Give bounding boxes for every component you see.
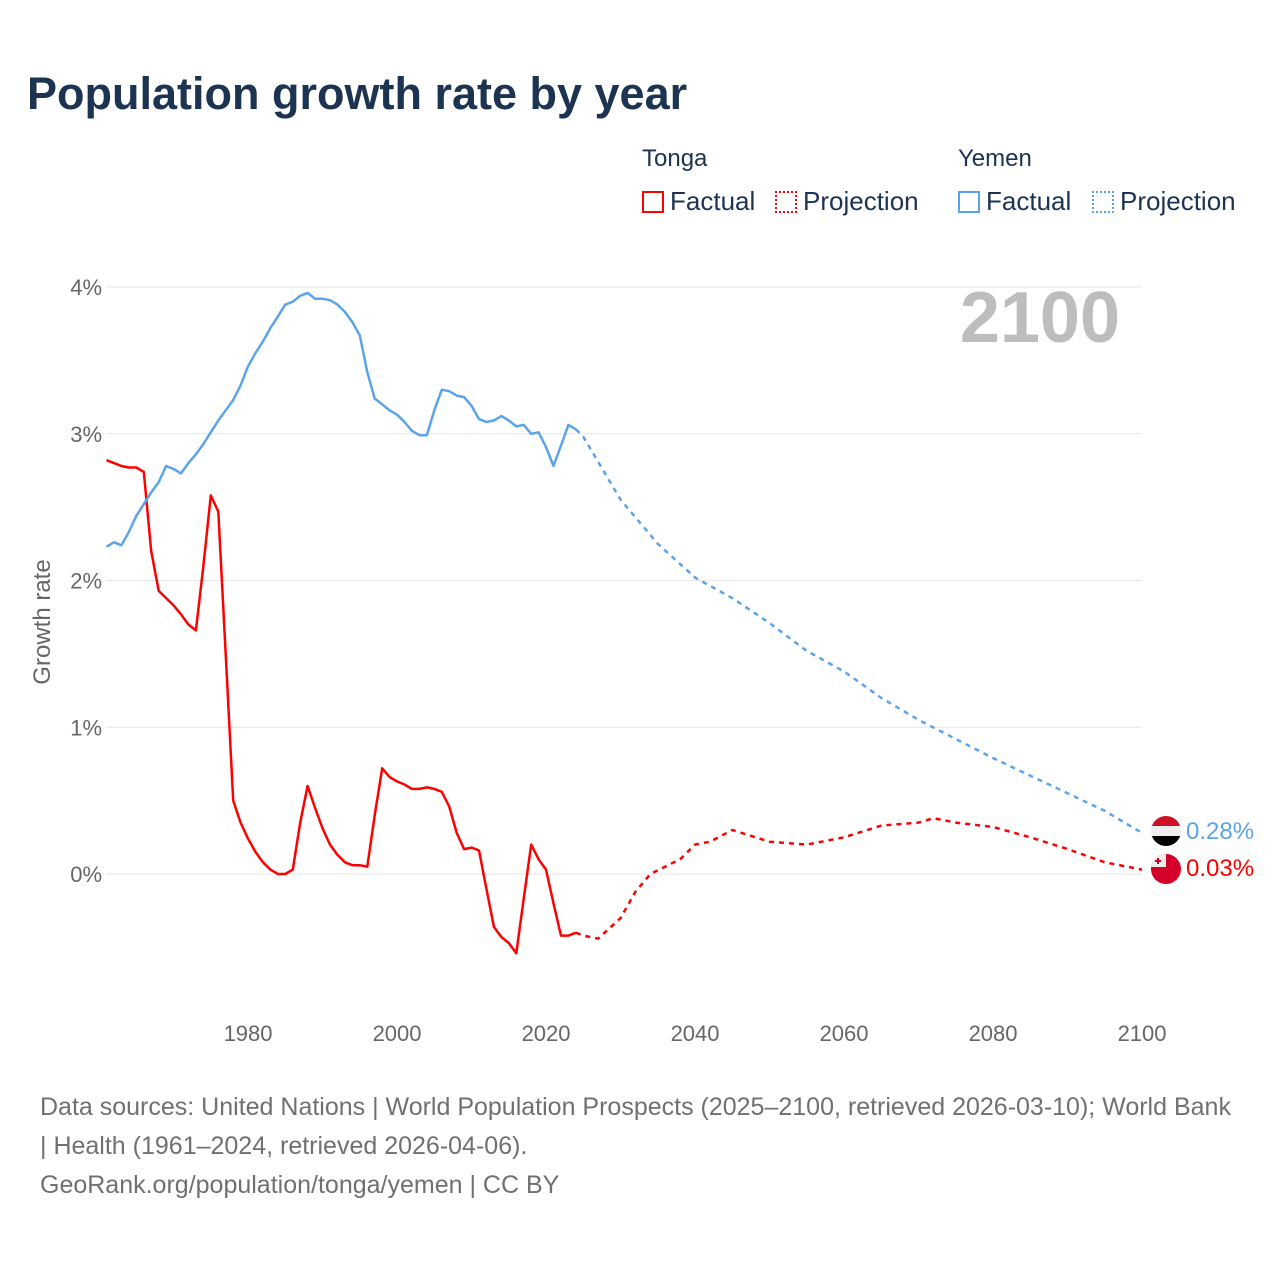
y-tick-label: 0% — [70, 862, 102, 887]
y-tick-label: 3% — [70, 422, 102, 447]
yemen-flag-icon — [1151, 816, 1181, 846]
y-tick-label: 4% — [70, 275, 102, 300]
footer: Data sources: United Nations | World Pop… — [40, 1088, 1240, 1205]
x-tick-label: 2000 — [373, 1021, 422, 1046]
y-axis-label: Growth rate — [29, 559, 56, 684]
dotted-swatch-icon — [775, 190, 797, 213]
tonga-factual-line — [106, 459, 577, 955]
x-tick-label: 2100 — [1118, 1021, 1167, 1046]
y-tick-label: 1% — [70, 715, 102, 740]
tonga-flag-icon — [1151, 854, 1181, 884]
x-tick-label: 2020 — [522, 1021, 571, 1046]
yemen-end-label: 0.28% — [1186, 818, 1254, 845]
legend-label: Projection — [1120, 186, 1236, 216]
legend-label: Factual — [986, 186, 1072, 216]
legend-yemen-factual[interactable]: Factual — [958, 186, 1071, 217]
x-tick-label: 2080 — [969, 1021, 1018, 1046]
legend-group-tonga: Tonga — [642, 145, 708, 172]
y-tick-label: 2% — [70, 569, 102, 594]
legend-tonga-projection[interactable]: Projection — [775, 186, 919, 217]
legend-yemen-projection[interactable]: Projection — [1092, 186, 1236, 217]
attribution-link[interactable]: GeoRank.org/population/tonga/yemen | CC … — [40, 1171, 560, 1199]
solid-swatch-icon — [642, 190, 664, 213]
chart-title: Population growth rate by year — [27, 68, 688, 119]
legend-tonga-factual[interactable]: Factual — [642, 186, 755, 217]
data-sources: Data sources: United Nations | World Pop… — [40, 1093, 1231, 1160]
x-tick-label: 1980 — [224, 1021, 273, 1046]
dotted-swatch-icon — [1092, 190, 1114, 213]
legend-label: Factual — [670, 186, 756, 216]
tonga-projection-line — [575, 816, 1143, 940]
x-tick-label: 2040 — [671, 1021, 720, 1046]
solid-swatch-icon — [958, 190, 980, 213]
year-display: 2100 — [960, 278, 1120, 358]
legend-group-yemen: Yemen — [958, 145, 1032, 172]
legend-label: Projection — [803, 186, 919, 216]
tonga-end-label: 0.03% — [1186, 855, 1254, 882]
yemen-factual-line — [105, 291, 577, 548]
yemen-projection-line — [575, 428, 1143, 834]
x-tick-label: 2060 — [820, 1021, 869, 1046]
